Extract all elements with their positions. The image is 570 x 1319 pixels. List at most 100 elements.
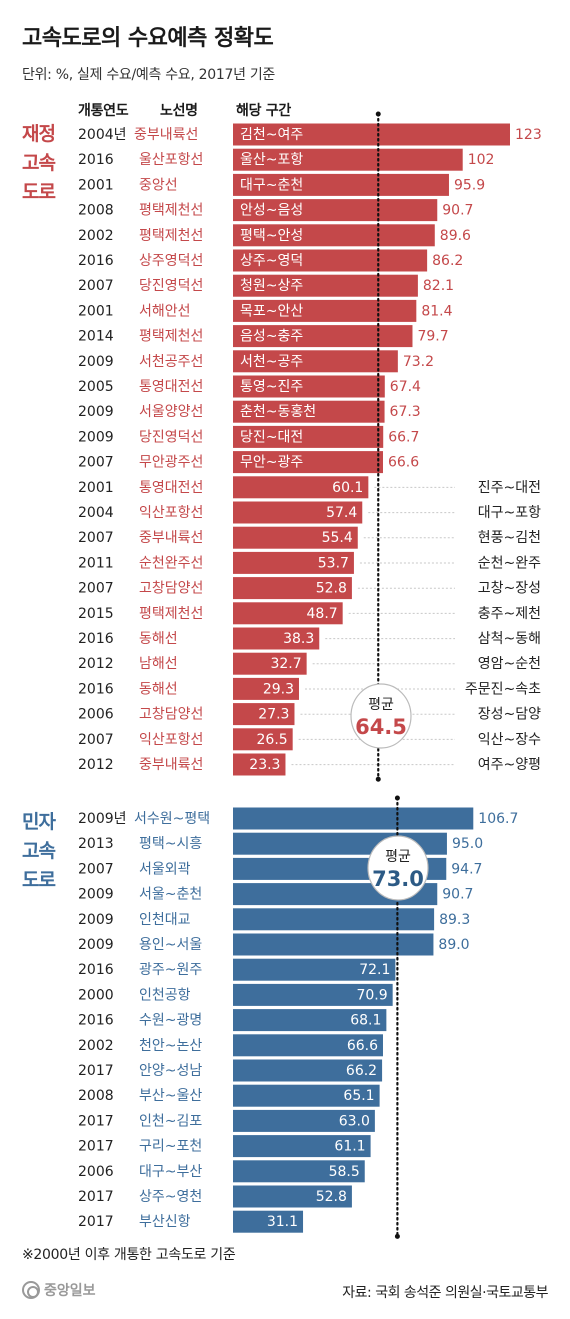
- value-label: 66.6: [388, 455, 419, 471]
- bar: [233, 224, 435, 247]
- section-label: 목포~안산: [240, 303, 303, 319]
- year-label: 2017: [78, 1063, 114, 1079]
- bar: [233, 173, 449, 196]
- value-label: 90.7: [442, 887, 473, 903]
- route-label: 상주~영천: [139, 1189, 202, 1205]
- year-label: 2007: [78, 278, 114, 294]
- section-label: 통영~진주: [240, 379, 303, 395]
- bar: [233, 325, 413, 348]
- value-label: 73.2: [403, 354, 434, 370]
- bar: [233, 148, 463, 171]
- section-label: 충주~제천: [478, 606, 541, 622]
- year-label: 2016: [78, 152, 114, 168]
- route-label: 광주~원주: [139, 962, 202, 978]
- section-label: 안성~음성: [240, 203, 303, 219]
- section-label-line: 고속: [22, 840, 56, 862]
- section-label-line: 재정: [22, 123, 56, 145]
- year-label: 2012: [78, 757, 114, 773]
- bar: [233, 551, 354, 574]
- year-label: 2001: [78, 303, 114, 319]
- section-label: 김천~여주: [240, 127, 303, 143]
- route-label: 남해선: [139, 656, 178, 672]
- bar: [233, 577, 352, 600]
- route-label: 고창담양선: [139, 581, 203, 597]
- year-label: 2004년: [78, 127, 127, 143]
- bar: [233, 274, 418, 297]
- value-label: 66.6: [347, 1038, 378, 1054]
- route-label: 동해선: [139, 681, 178, 697]
- route-label: 통영대전선: [139, 379, 203, 395]
- year-label: 2013: [78, 836, 114, 852]
- route-label: 익산포항선: [139, 505, 203, 521]
- value-label: 38.3: [283, 631, 314, 647]
- section-label: 주문진~속초: [465, 681, 541, 697]
- year-label: 2007: [78, 530, 114, 546]
- route-label: 안양~성남: [139, 1063, 202, 1079]
- route-label: 울산포항선: [139, 152, 203, 168]
- year-label: 2004: [78, 505, 114, 521]
- logo-icon: [22, 1281, 40, 1299]
- route-label: 구리~포천: [139, 1139, 202, 1155]
- year-label: 2016: [78, 1013, 114, 1029]
- value-label: 67.3: [390, 404, 421, 420]
- value-label: 123: [515, 127, 542, 143]
- average-line-cap: [394, 1233, 400, 1239]
- value-label: 70.9: [356, 987, 387, 1003]
- value-label: 31.1: [267, 1214, 298, 1230]
- value-label: 63.0: [339, 1113, 370, 1129]
- value-label: 52.8: [316, 1189, 347, 1205]
- year-label: 2016: [78, 631, 114, 647]
- section-label-line: 민자: [22, 811, 56, 833]
- year-label: 2009: [78, 354, 114, 370]
- value-label: 29.3: [263, 681, 294, 697]
- value-label: 81.4: [421, 303, 452, 319]
- value-label: 57.4: [326, 505, 357, 521]
- value-label: 23.3: [249, 757, 280, 773]
- route-label: 평택제천선: [139, 228, 203, 244]
- section-label: 울산~포항: [240, 152, 303, 168]
- bar: [233, 627, 320, 650]
- bar: [233, 299, 417, 322]
- value-label: 53.7: [318, 555, 349, 571]
- value-label: 52.8: [316, 581, 347, 597]
- value-label: 48.7: [307, 606, 338, 622]
- route-label: 평택제천선: [139, 606, 203, 622]
- section-label: 장성~담양: [478, 707, 541, 723]
- route-label: 인천대교: [139, 912, 191, 928]
- average-line-cap: [394, 795, 400, 801]
- year-label: 2007: [78, 455, 114, 471]
- route-label: 상주영덕선: [139, 253, 203, 269]
- source-credit: 자료: 국회 송석준 의원실·국토교통부: [342, 1285, 548, 1301]
- value-label: 61.1: [334, 1139, 365, 1155]
- section-label: 대구~춘천: [240, 177, 303, 193]
- value-label: 58.5: [329, 1164, 360, 1180]
- route-label: 당진영덕선: [139, 429, 203, 445]
- year-label: 2009: [78, 912, 114, 928]
- bar: [233, 1009, 387, 1032]
- section-label: 춘천~동홍천: [240, 404, 316, 420]
- year-label: 2009: [78, 887, 114, 903]
- route-label: 중부내륙선: [139, 530, 203, 546]
- route-label: 중부내륙선: [134, 127, 198, 143]
- route-label: 순천완주선: [139, 555, 203, 571]
- year-label: 2009: [78, 937, 114, 953]
- bar: [233, 425, 384, 448]
- bar: [233, 1084, 380, 1107]
- route-label: 부산~울산: [139, 1088, 202, 1104]
- route-label: 중부내륙선: [139, 757, 203, 773]
- header-route: 노선명: [160, 103, 198, 119]
- value-label: 86.2: [432, 253, 463, 269]
- value-label: 65.1: [343, 1088, 374, 1104]
- bar: [233, 375, 385, 398]
- publisher-logo: 중앙일보: [22, 1280, 96, 1300]
- route-label: 수원~광명: [139, 1013, 202, 1029]
- bar: [233, 1059, 383, 1082]
- value-label: 72.1: [359, 962, 390, 978]
- section-label: 당진~대전: [240, 429, 303, 445]
- bar: [233, 501, 363, 524]
- bar: [233, 1185, 352, 1208]
- bar: [233, 526, 358, 549]
- year-label: 2008: [78, 1088, 114, 1104]
